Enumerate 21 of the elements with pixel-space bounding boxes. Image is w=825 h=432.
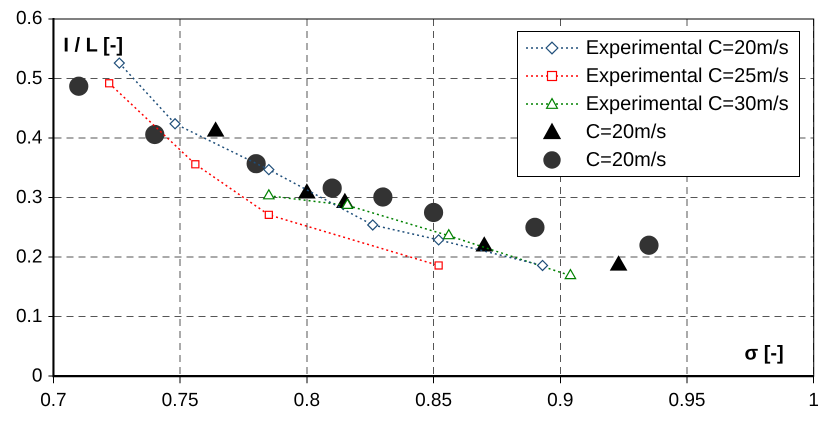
y-axis-title: I / L [-] <box>63 34 124 57</box>
y-tick-label: 0.6 <box>16 8 42 30</box>
x-tick-label: 0.9 <box>547 390 574 411</box>
legend-label: Experimental C=20m/s <box>586 36 789 61</box>
x-tick-label: 0.75 <box>162 390 199 411</box>
x-tick-label: 0.95 <box>668 390 706 411</box>
x-tick-label: 0.8 <box>294 390 320 411</box>
legend-label: Experimental C=30m/s <box>586 92 789 117</box>
legend-label: C=20m/s <box>586 148 666 173</box>
y-tick-label: 0.3 <box>16 186 42 208</box>
x-axis-title: σ [-] <box>744 342 784 365</box>
y-tick-label: 0.1 <box>16 306 42 327</box>
y-tick-label: 0.2 <box>16 246 42 268</box>
x-tick-label: 1 <box>808 390 820 411</box>
legend-label: C=20m/s <box>586 120 666 145</box>
x-tick-label: 0.7 <box>40 390 67 411</box>
legend-label: Experimental C=25m/s <box>586 64 789 89</box>
x-tick-label: 0.85 <box>415 390 452 411</box>
y-tick-label: 0.4 <box>16 127 43 148</box>
y-tick-label: 0.5 <box>16 68 42 89</box>
y-tick-label: 0 <box>32 365 42 386</box>
